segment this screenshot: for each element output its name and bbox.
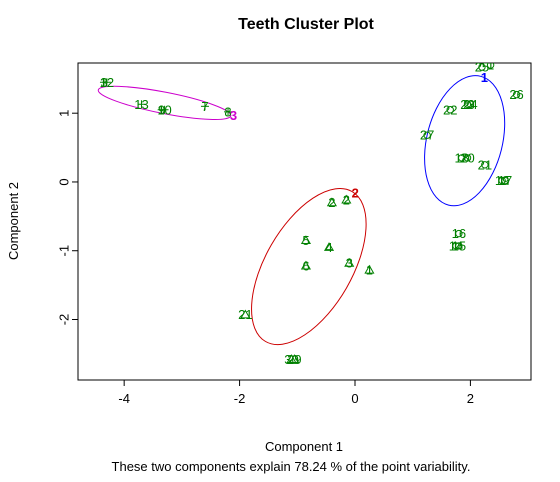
point-label: 3 bbox=[346, 256, 353, 271]
point-label: 27 bbox=[420, 128, 434, 143]
circle-marker bbox=[463, 100, 472, 108]
plus-marker bbox=[102, 78, 111, 87]
cluster-id-label: 2 bbox=[352, 186, 359, 201]
circle-marker bbox=[463, 154, 472, 162]
point-label: 20 bbox=[460, 150, 474, 165]
circle-marker bbox=[423, 131, 431, 139]
triangle-marker bbox=[326, 197, 337, 207]
point-label: 5 bbox=[302, 233, 309, 248]
circle-marker bbox=[501, 176, 509, 185]
point-label: 19 bbox=[495, 173, 509, 188]
circle-marker bbox=[452, 242, 460, 250]
circle-marker bbox=[478, 63, 486, 71]
point-label: 15 bbox=[452, 238, 466, 253]
circle-marker bbox=[455, 242, 463, 250]
point-label: 1 bbox=[366, 262, 373, 277]
triangle-marker bbox=[300, 260, 312, 270]
x-tick-label: 0 bbox=[351, 391, 358, 406]
circle-marker bbox=[455, 229, 463, 238]
circle-marker bbox=[481, 161, 489, 169]
chart-title: Teeth Cluster Plot bbox=[238, 16, 374, 33]
circle-marker bbox=[498, 176, 506, 185]
point-label: 13 bbox=[134, 97, 148, 112]
y-tick-label: 0 bbox=[57, 178, 72, 185]
y-axis-label: Component 2 bbox=[6, 182, 21, 260]
triangle-marker bbox=[341, 194, 352, 204]
plot-frame bbox=[77, 62, 532, 381]
triangle-marker bbox=[364, 264, 375, 274]
circle-marker bbox=[466, 100, 475, 108]
cluster-id-label: 1 bbox=[481, 70, 488, 85]
axis-ticks: -4 -2 0 2 -2 -1 0 1 bbox=[57, 110, 475, 406]
plus-marker bbox=[157, 105, 166, 114]
point-label: 6 bbox=[302, 258, 309, 273]
circle-marker bbox=[446, 106, 454, 114]
triangle-marker bbox=[344, 257, 355, 267]
point-label: 2 bbox=[328, 195, 335, 210]
y-tick-label: -1 bbox=[57, 245, 72, 257]
cluster-ellipse-1 bbox=[424, 75, 506, 207]
point-label: 18 bbox=[455, 150, 469, 165]
triangle-marker bbox=[300, 235, 312, 245]
circle-marker bbox=[486, 63, 495, 69]
plus-marker bbox=[137, 100, 146, 109]
cluster-id-label: 3 bbox=[230, 108, 237, 123]
triangle-marker bbox=[286, 354, 297, 364]
triangle-marker bbox=[323, 242, 335, 251]
circle-marker bbox=[512, 90, 521, 99]
chart-subtitle: These two components explain 78.24 % of … bbox=[112, 459, 471, 474]
point-label: 16 bbox=[452, 226, 466, 241]
point-label: 8 bbox=[224, 104, 231, 119]
point-label: 26 bbox=[509, 87, 523, 102]
point-label: 12 bbox=[100, 75, 114, 90]
x-tick-label: -2 bbox=[234, 391, 246, 406]
y-tick-label: -2 bbox=[57, 314, 72, 326]
cluster-ellipse-2 bbox=[251, 188, 367, 346]
circle-marker bbox=[458, 154, 466, 162]
plus-marker bbox=[200, 102, 209, 111]
x-tick-label: 2 bbox=[467, 391, 474, 406]
point-label: 1 bbox=[487, 58, 494, 73]
x-axis-label: Component 1 bbox=[265, 439, 343, 454]
point-label: 30 bbox=[284, 352, 298, 367]
plus-marker bbox=[224, 107, 233, 116]
point-label: 9 bbox=[158, 102, 165, 117]
point-label: 2 bbox=[343, 192, 350, 207]
point-label: 24 bbox=[463, 97, 477, 112]
triangle-marker bbox=[240, 309, 251, 319]
point-label: 7 bbox=[201, 99, 208, 114]
point-label: 4 bbox=[325, 240, 332, 255]
point-label: 21 bbox=[238, 307, 252, 322]
x-tick-label: -4 bbox=[118, 391, 130, 406]
point-label: 25 bbox=[475, 60, 489, 75]
point-label: 22 bbox=[443, 102, 457, 117]
cluster-ellipse-3 bbox=[97, 85, 232, 120]
point-label: 21 bbox=[478, 157, 492, 172]
y-tick-label: 1 bbox=[57, 110, 72, 117]
